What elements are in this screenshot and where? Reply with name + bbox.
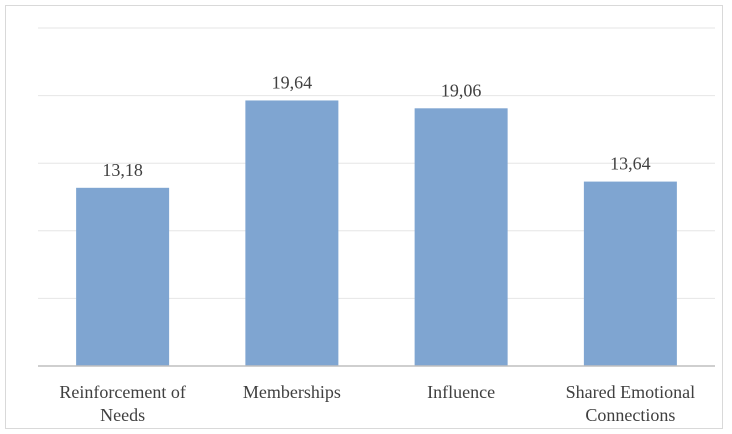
x-tick-label-4: Shared Emotional Connections <box>566 382 695 425</box>
data-label-2: 19,64 <box>272 72 313 92</box>
data-label-1: 13,18 <box>102 160 143 180</box>
bar-4 <box>583 181 677 366</box>
x-tick-label-1: Reinforcement of Needs <box>59 382 185 425</box>
bar-2 <box>245 100 339 367</box>
data-label-4: 13,64 <box>610 154 651 174</box>
x-tick-label-2: Memberships <box>243 382 341 402</box>
x-tick-label-3: Influence <box>427 382 495 402</box>
data-label-3: 19,06 <box>441 80 482 100</box>
bar-3 <box>414 108 508 366</box>
bar-1 <box>76 187 170 366</box>
